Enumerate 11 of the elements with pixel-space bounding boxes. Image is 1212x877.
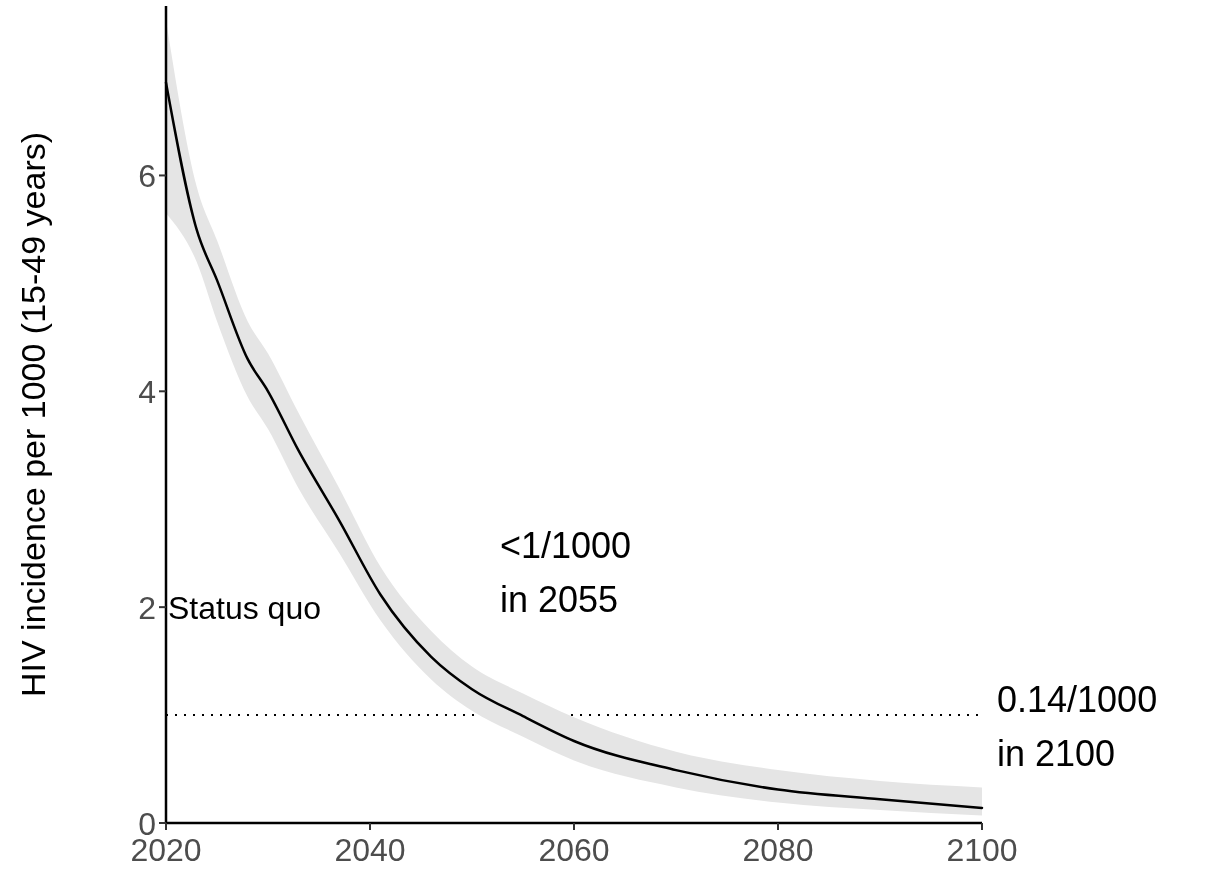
y-axis-title: HIV incidence per 1000 (15-49 years) [14, 131, 52, 698]
x-tick-label: 2060 [538, 832, 610, 868]
series-label: Status quo [168, 590, 321, 627]
y-tick-label: 6 [138, 157, 156, 194]
x-tick-label: 2100 [946, 832, 1018, 868]
x-tick-label: 2040 [334, 832, 406, 868]
x-tick-label: 2080 [742, 832, 814, 868]
text: 0.14/1000 in 2100 [997, 679, 1158, 774]
y-tick-label: 2 [138, 589, 156, 626]
y-tick-label: 4 [138, 373, 156, 410]
annotation: <1/1000 in 2055 [500, 525, 632, 620]
